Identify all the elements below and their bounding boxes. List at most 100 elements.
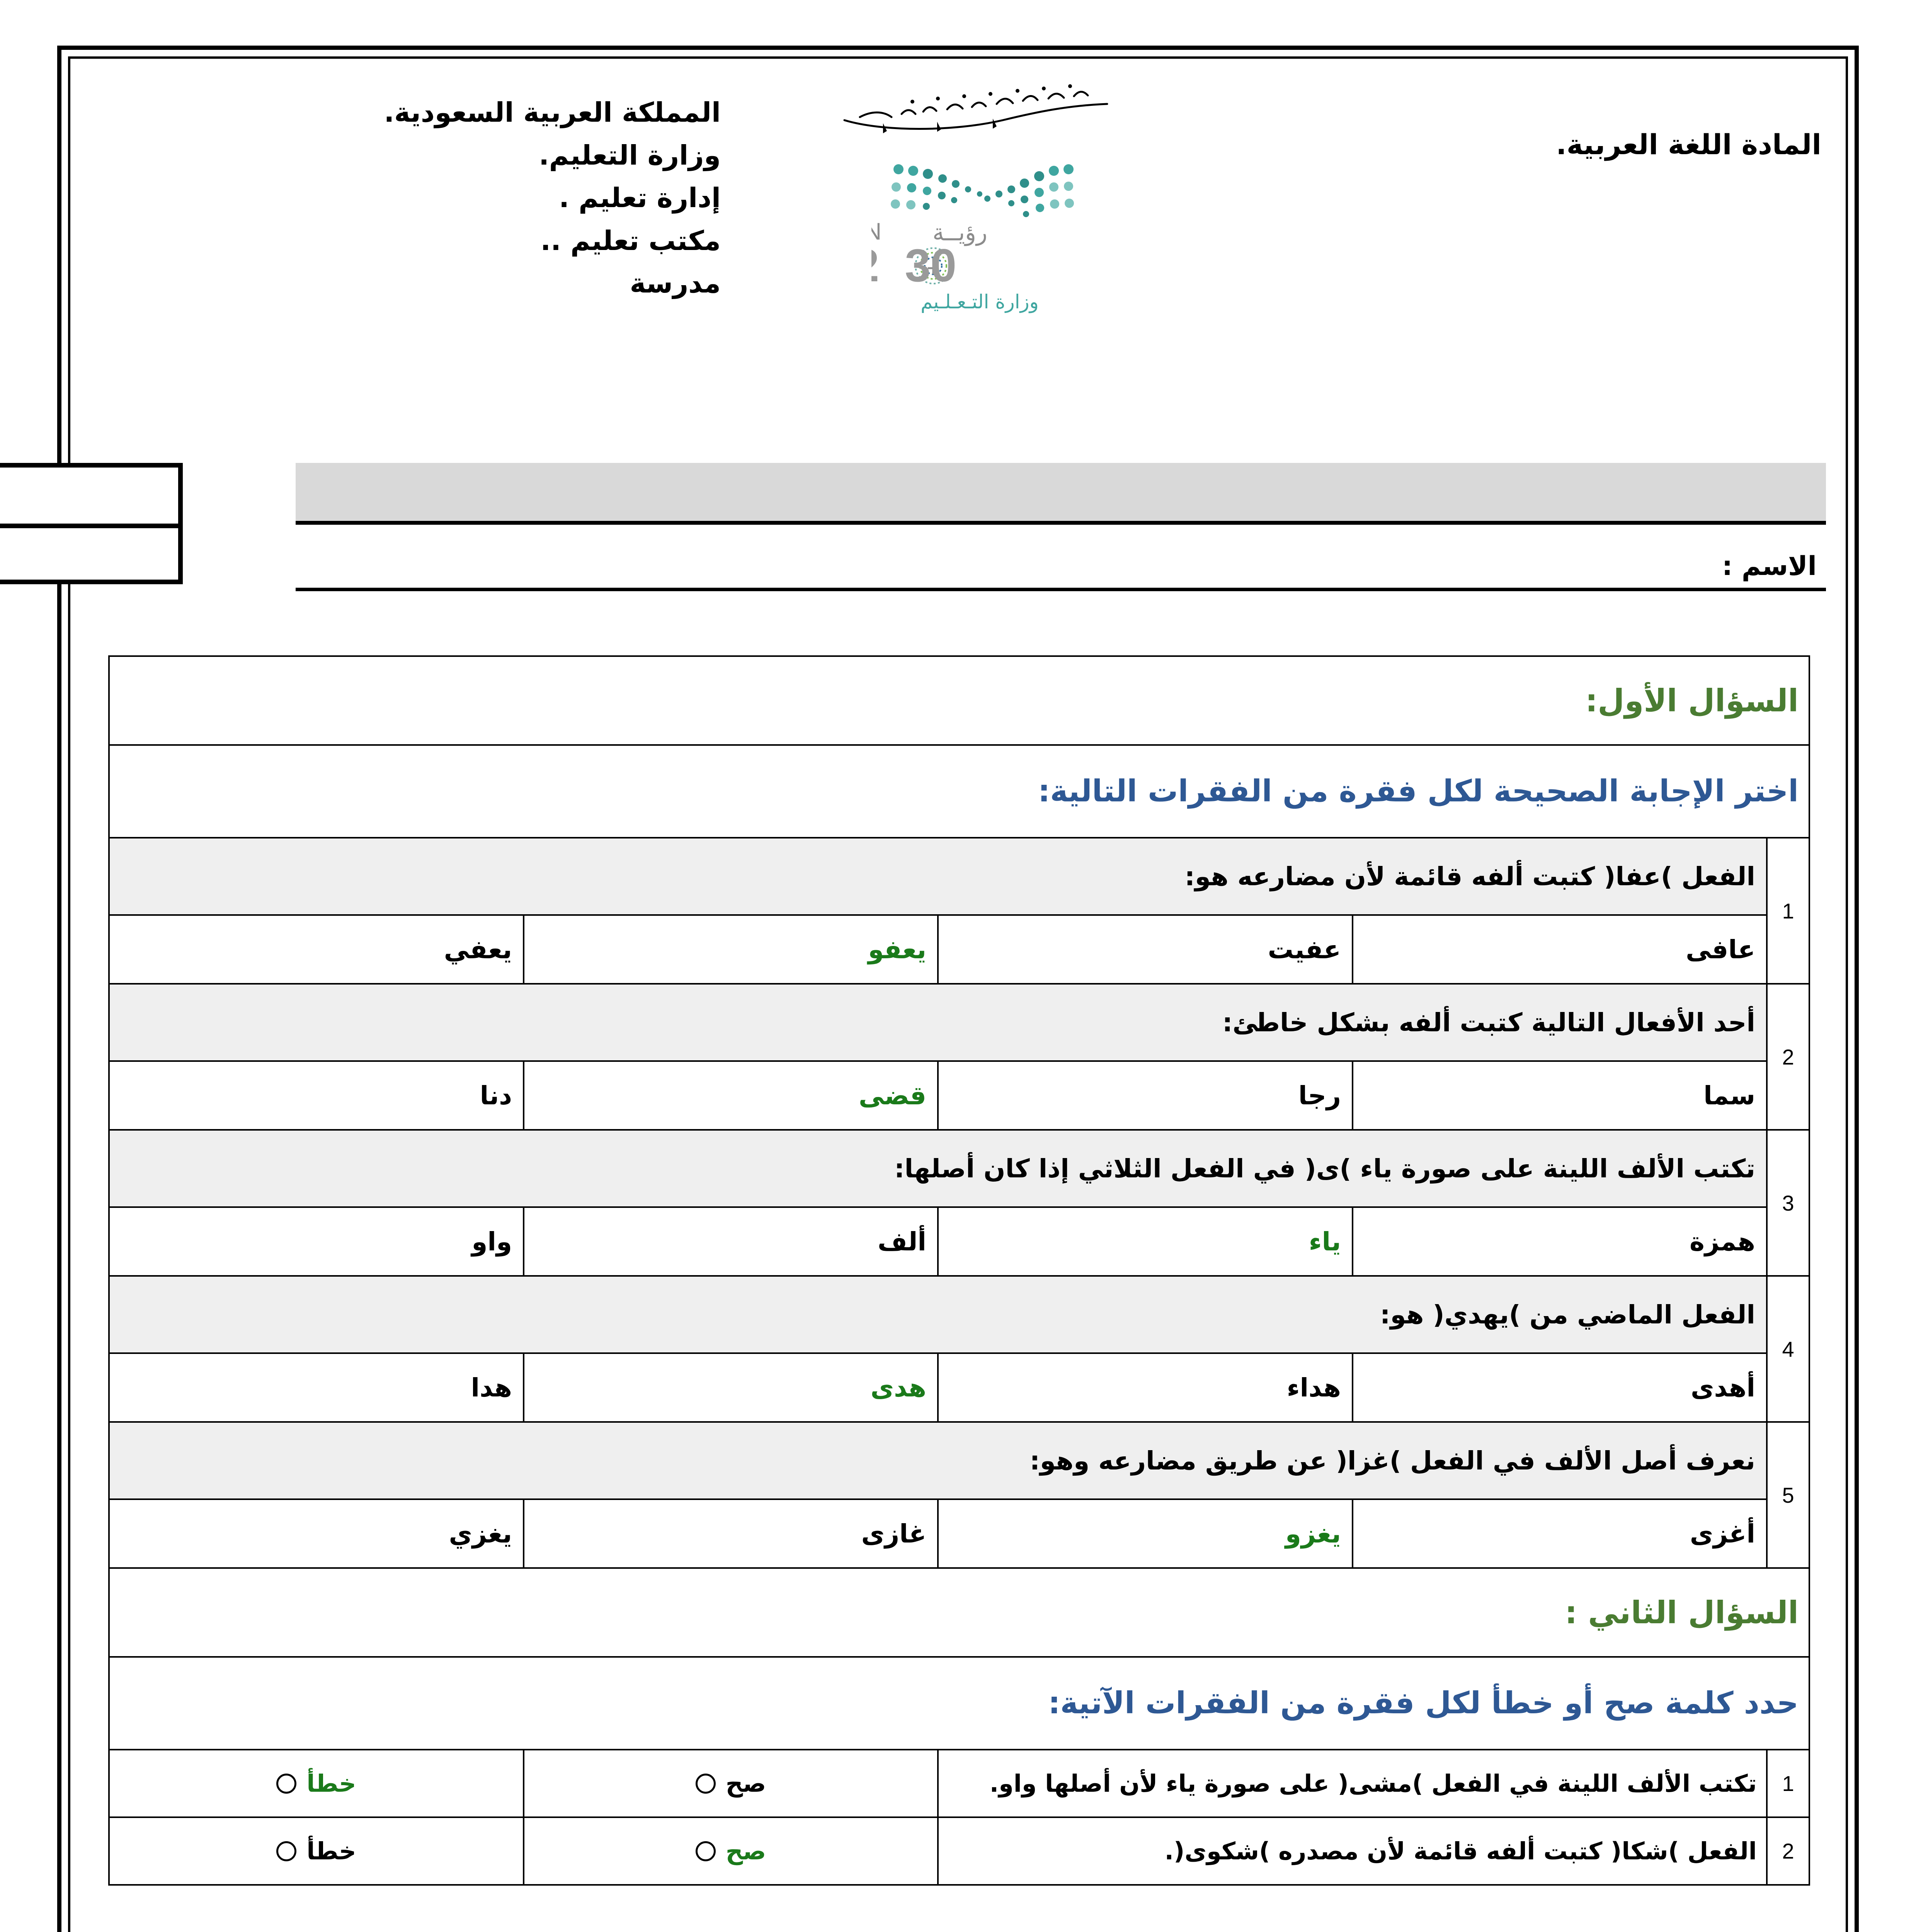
tf-false-label: خطأ [306, 1837, 356, 1865]
option-d[interactable]: هدا [108, 1352, 525, 1423]
option-a[interactable]: أغزى [1352, 1498, 1768, 1569]
option-c[interactable]: يعفو [523, 914, 939, 985]
option-a[interactable]: أهدى [1352, 1352, 1768, 1423]
option-a[interactable]: سما [1352, 1060, 1768, 1131]
grade-box-top[interactable] [0, 468, 178, 524]
tf-true-option[interactable]: صح [523, 1816, 939, 1886]
option-c[interactable]: هدى [523, 1352, 939, 1423]
page-frame-inner [68, 56, 1848, 1932]
radio-icon[interactable] [695, 1773, 716, 1794]
svg-text:رؤيــة: رؤيــة [932, 219, 987, 246]
student-name-zone: الاسم : [0, 454, 1837, 632]
org-line-admin: إدارة تعليم . [559, 182, 721, 214]
section1-instruction: اختر الإجابة الصحيحة لكل فقرة من الفقرات… [1038, 774, 1799, 809]
exam-table: السؤال الأول: اختر الإجابة الصحيحة لكل ف… [108, 655, 1811, 1932]
organization-block: المملكة العربية السعودية. وزارة التعليم.… [102, 91, 721, 305]
option-c[interactable]: غازى [523, 1498, 939, 1569]
tf-true-label: صح [725, 1837, 766, 1865]
section1-title: السؤال الأول: [1585, 682, 1799, 719]
section1-instruction-cell: اختر الإجابة الصحيحة لكل فقرة من الفقرات… [108, 744, 1811, 838]
subject-block: المادة اللغة العربية. [1242, 126, 1821, 163]
option-d[interactable]: دنا [108, 1060, 525, 1131]
option-b[interactable]: رجا [937, 1060, 1354, 1131]
question-prompt-cell: تكتب الألف اللينة على صورة ياء )ى( في ال… [108, 1129, 1768, 1208]
question-number: 1 [1766, 837, 1811, 985]
radio-icon[interactable] [695, 1841, 716, 1861]
option-a[interactable]: همزة [1352, 1206, 1768, 1277]
radio-icon[interactable] [276, 1841, 297, 1861]
option-a[interactable]: عافى [1352, 914, 1768, 985]
section2-title-cell: السؤال الثاني : [108, 1567, 1811, 1658]
name-band-shaded [296, 463, 1826, 525]
section1-title-row: السؤال الأول: [108, 655, 1811, 746]
page-frame-outer [57, 46, 1859, 1932]
name-band-field[interactable]: الاسم : [296, 525, 1826, 585]
tf-true-option[interactable]: صح [523, 1749, 939, 1818]
question-prompt: نعرف أصل الألف في الفعل )غزا( عن طريق مض… [1029, 1446, 1756, 1476]
name-underline [296, 588, 1826, 591]
option-b[interactable]: هداء [937, 1352, 1354, 1423]
option-d[interactable]: واو [108, 1206, 525, 1277]
question-prompt-cell: الفعل )عفا( كتبت ألفه قائمة لأن مضارعه ه… [108, 837, 1768, 916]
tf-false-option[interactable]: خطأ [108, 1749, 525, 1818]
question-prompt-row: 2 أحد الأفعال التالية كتبت ألفه بشكل خاط… [108, 983, 1811, 1131]
question-prompt: تكتب الألف اللينة على صورة ياء )ى( في ال… [894, 1153, 1756, 1184]
svg-text:30: 30 [905, 240, 956, 291]
option-c[interactable]: قضى [523, 1060, 939, 1131]
basmala-icon [767, 72, 1192, 145]
question-number: 4 [1766, 1275, 1811, 1423]
tf-false-option[interactable]: خطأ [108, 1816, 525, 1886]
section2-title-row: السؤال الثاني : [108, 1567, 1811, 1658]
tf-statement: تكتب الألف اللينة في الفعل )مشى( على صور… [937, 1749, 1768, 1818]
table-trailing-spacer [109, 1884, 1810, 1932]
question-options-row: عافى عفيت يعفو يعفي [108, 914, 1809, 985]
option-d[interactable]: يغزي [108, 1498, 525, 1569]
option-b[interactable]: يغزو [937, 1498, 1354, 1569]
question-prompt-row: 3 تكتب الألف اللينة على صورة ياء )ى( في … [108, 1129, 1811, 1277]
svg-text:2: 2 [871, 240, 879, 291]
question-number: 2 [1766, 983, 1811, 1131]
question-prompt-row: 1 الفعل )عفا( كتبت ألفه قائمة لأن مضارعه… [108, 837, 1811, 985]
true-false-row: 1 تكتب الألف اللينة في الفعل )مشى( على ص… [108, 1749, 1811, 1818]
question-options-row: سما رجا قضى دنا [108, 1060, 1809, 1131]
question-options-row: همزة ياء ألف واو [108, 1206, 1809, 1277]
section2-title: السؤال الثاني : [1565, 1594, 1799, 1631]
question-prompt-cell: الفعل الماضي من )يهدي( هو: [108, 1275, 1768, 1354]
subject-label: المادة اللغة العربية. [1556, 128, 1821, 161]
question-prompt-cell: أحد الأفعال التالية كتبت ألفه بشكل خاطئ: [108, 983, 1768, 1062]
question-number: 5 [1766, 1421, 1811, 1569]
question-options-row: أهدى هداء هدى هدا [108, 1352, 1809, 1423]
tf-false-label: خطأ [306, 1769, 356, 1798]
logo-block: VISION رؤيــة 2 30 وزارة التـعـلـيم [767, 72, 1192, 316]
option-d[interactable]: يعفي [108, 914, 525, 985]
option-b[interactable]: ياء [937, 1206, 1354, 1277]
tf-true-label: صح [725, 1769, 766, 1798]
option-c[interactable]: ألف [523, 1206, 939, 1277]
document-header: المادة اللغة العربية. [79, 68, 1837, 454]
question-prompt: أحد الأفعال التالية كتبت ألفه بشكل خاطئ: [1222, 1007, 1756, 1037]
question-prompt: الفعل الماضي من )يهدي( هو: [1380, 1299, 1756, 1330]
question-prompt-row: 4 الفعل الماضي من )يهدي( هو: [108, 1275, 1811, 1423]
tf-statement: الفعل )شكا( كتبت ألفه قائمة لأن مصدره )ش… [937, 1816, 1768, 1886]
section2-instruction: حدد كلمة صح أو خطأ لكل فقرة من الفقرات ا… [1048, 1686, 1799, 1721]
page-content: المادة اللغة العربية. [0, 68, 1837, 1932]
radio-icon[interactable] [276, 1773, 297, 1794]
tf-number: 2 [1766, 1816, 1811, 1886]
svg-text:وزارة التـعـلـيم: وزارة التـعـلـيم [921, 291, 1039, 313]
grade-boxes [0, 463, 183, 584]
name-label: الاسم : [1722, 551, 1817, 582]
org-line-ministry: وزارة التعليم. [539, 139, 721, 171]
section1-title-cell: السؤال الأول: [108, 655, 1811, 746]
question-prompt-cell: نعرف أصل الألف في الفعل )غزا( عن طريق مض… [108, 1421, 1768, 1500]
name-rows: الاسم : [296, 463, 1826, 585]
org-line-school: مدرسة [630, 267, 721, 299]
section2-instruction-row: حدد كلمة صح أو خطأ لكل فقرة من الفقرات ا… [108, 1656, 1811, 1750]
option-b[interactable]: عفيت [937, 914, 1354, 985]
question-prompt: الفعل )عفا( كتبت ألفه قائمة لأن مضارعه ه… [1184, 861, 1756, 891]
grade-box-bottom[interactable] [0, 524, 178, 580]
org-line-kingdom: المملكة العربية السعودية. [384, 97, 721, 128]
question-options-row: أغزى يغزو غازى يغزي [108, 1498, 1809, 1569]
question-prompt-row: 5 نعرف أصل الألف في الفعل )غزا( عن طريق … [108, 1421, 1811, 1569]
question-number: 3 [1766, 1129, 1811, 1277]
